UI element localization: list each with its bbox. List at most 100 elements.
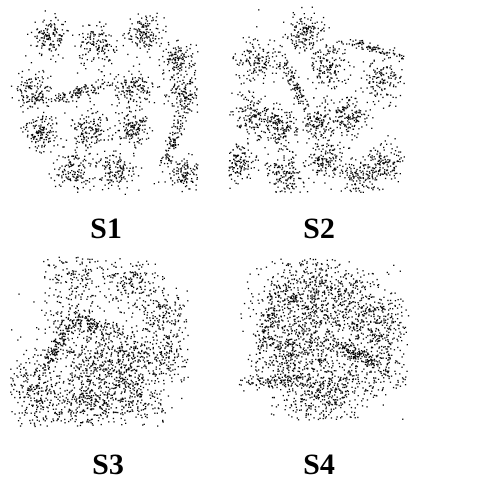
scatter-point — [393, 163, 395, 165]
scatter-point — [145, 120, 147, 122]
scatter-point — [172, 86, 175, 88]
scatter-point — [320, 30, 322, 32]
scatter-point — [180, 57, 182, 59]
scatter-point — [72, 155, 74, 157]
scatter-point — [62, 92, 64, 94]
scatter-point — [320, 62, 322, 64]
scatter-point — [362, 41, 364, 43]
scatter-point — [194, 69, 197, 72]
scatter-point — [290, 176, 292, 179]
scatter-point — [111, 138, 113, 141]
scatter-point — [110, 276, 112, 278]
scatter-point — [374, 95, 377, 97]
scatter-point — [184, 100, 186, 102]
scatter-point — [120, 159, 122, 161]
scatter-point — [92, 319, 94, 321]
scatter-point — [104, 321, 107, 324]
scatter-point — [149, 91, 151, 93]
scatter-point — [123, 272, 125, 275]
scatter-point — [105, 44, 107, 46]
scatter-point — [146, 51, 149, 53]
scatter-point — [130, 129, 132, 131]
scatter-point — [41, 309, 43, 311]
scatter-point — [318, 75, 320, 77]
scatter-point — [58, 174, 60, 176]
scatter-point — [285, 122, 287, 124]
scatter-point — [183, 87, 185, 90]
scatter-point — [58, 184, 61, 186]
scatter-point — [372, 88, 374, 90]
scatter-point — [121, 293, 123, 296]
scatter-point — [47, 365, 49, 367]
scatter-point — [86, 140, 88, 143]
scatter-point — [235, 182, 237, 184]
scatter-point — [322, 148, 324, 150]
scatter-point — [292, 24, 294, 26]
scatter-point — [358, 109, 360, 111]
scatter-point — [305, 124, 307, 126]
scatter-point — [109, 168, 111, 171]
scatter-point — [86, 91, 88, 93]
scatter-point — [329, 66, 331, 69]
scatter-point — [89, 319, 92, 321]
scatter-point — [59, 333, 61, 335]
scatter-point — [267, 43, 270, 46]
scatter-point — [258, 135, 261, 137]
scatter-point — [279, 119, 281, 122]
scatter-point — [90, 120, 92, 123]
scatter-point — [247, 50, 250, 52]
scatter-point — [84, 268, 87, 270]
scatter-point — [296, 87, 298, 89]
scatter-point — [91, 301, 94, 303]
scatter-point — [312, 43, 315, 45]
scatter-point — [129, 27, 131, 30]
scatter-point — [70, 287, 72, 289]
scatter-point — [93, 35, 95, 37]
scatter-point — [47, 356, 49, 358]
scatter-point — [22, 99, 24, 102]
scatter-point — [180, 127, 182, 129]
scatter-point — [235, 107, 238, 109]
scatter-point — [320, 168, 322, 170]
scatter-point — [31, 81, 33, 83]
scatter-point — [311, 25, 314, 27]
scatter-point — [162, 314, 165, 317]
scatter-point — [363, 113, 365, 115]
scatter-point — [105, 35, 107, 37]
scatter-point — [165, 158, 167, 160]
scatter-point — [129, 271, 131, 273]
scatter-point — [321, 134, 323, 136]
scatter-point — [237, 160, 240, 162]
scatter-point — [49, 360, 51, 362]
scatter-point — [21, 81, 23, 83]
scatter-point — [361, 113, 363, 116]
scatter-point — [310, 128, 312, 130]
scatter-point — [360, 171, 362, 174]
scatter-point — [387, 76, 390, 78]
scatter-point — [33, 135, 35, 138]
scatter-point — [122, 90, 124, 92]
scatter-point — [29, 82, 32, 84]
scatter-point — [318, 121, 321, 124]
scatter-point — [312, 67, 314, 70]
scatter-point — [77, 328, 79, 330]
scatter-point — [57, 19, 59, 21]
scatter-point — [167, 64, 169, 66]
scatter-point — [87, 330, 89, 333]
cluster-4 — [158, 39, 199, 85]
scatter-point — [392, 49, 395, 52]
scatter-point — [97, 305, 99, 307]
cluster-6 — [35, 322, 80, 387]
scatter-point — [186, 165, 189, 167]
scatter-point — [75, 257, 77, 259]
scatter-point — [168, 136, 170, 139]
scatter-point — [117, 282, 119, 284]
scatter-point — [47, 134, 49, 136]
scatter-point — [312, 147, 314, 149]
scatter-point — [74, 45, 76, 47]
scatter-point — [382, 68, 384, 70]
scatter-point — [296, 128, 298, 131]
scatter-point — [55, 48, 57, 50]
scatter-point — [163, 314, 166, 317]
scatter-point — [44, 86, 47, 88]
